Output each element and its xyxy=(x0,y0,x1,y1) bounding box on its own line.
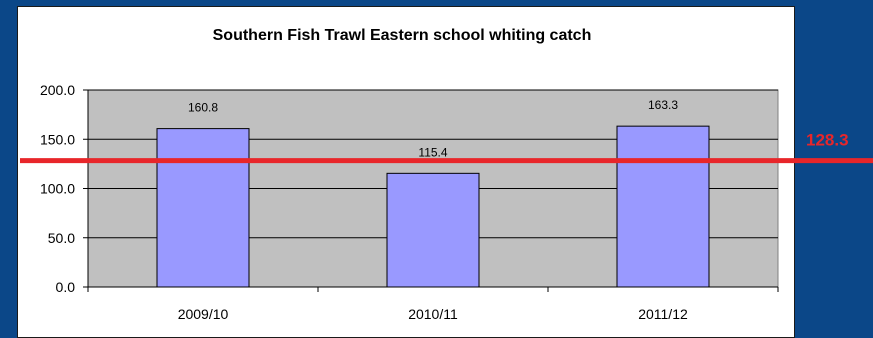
bars xyxy=(156,125,710,288)
data-label: 115.4 xyxy=(418,145,447,159)
y-tick-label: 150.0 xyxy=(40,131,75,147)
data-label: 160.8 xyxy=(188,101,218,115)
x-tick-label: 2011/12 xyxy=(638,306,688,322)
x-tick-label: 2010/11 xyxy=(408,306,458,322)
y-tick-label: 100.0 xyxy=(40,181,75,197)
bar xyxy=(386,172,480,288)
y-tick-label: 0.0 xyxy=(56,279,76,295)
data-labels: 160.8 115.4 163.3 xyxy=(188,98,678,159)
data-label: 163.3 xyxy=(648,98,678,112)
bar xyxy=(156,128,250,288)
x-tick-label: 2009/10 xyxy=(178,306,229,322)
reference-line-label: 128.3 xyxy=(806,131,849,150)
bar xyxy=(616,125,710,288)
chart-title: Southern Fish Trawl Eastern school whiti… xyxy=(213,27,592,44)
y-tick-label: 50.0 xyxy=(48,230,75,246)
reference-line-group: 128.3 xyxy=(20,131,873,164)
y-tick-label: 200.0 xyxy=(40,82,75,98)
